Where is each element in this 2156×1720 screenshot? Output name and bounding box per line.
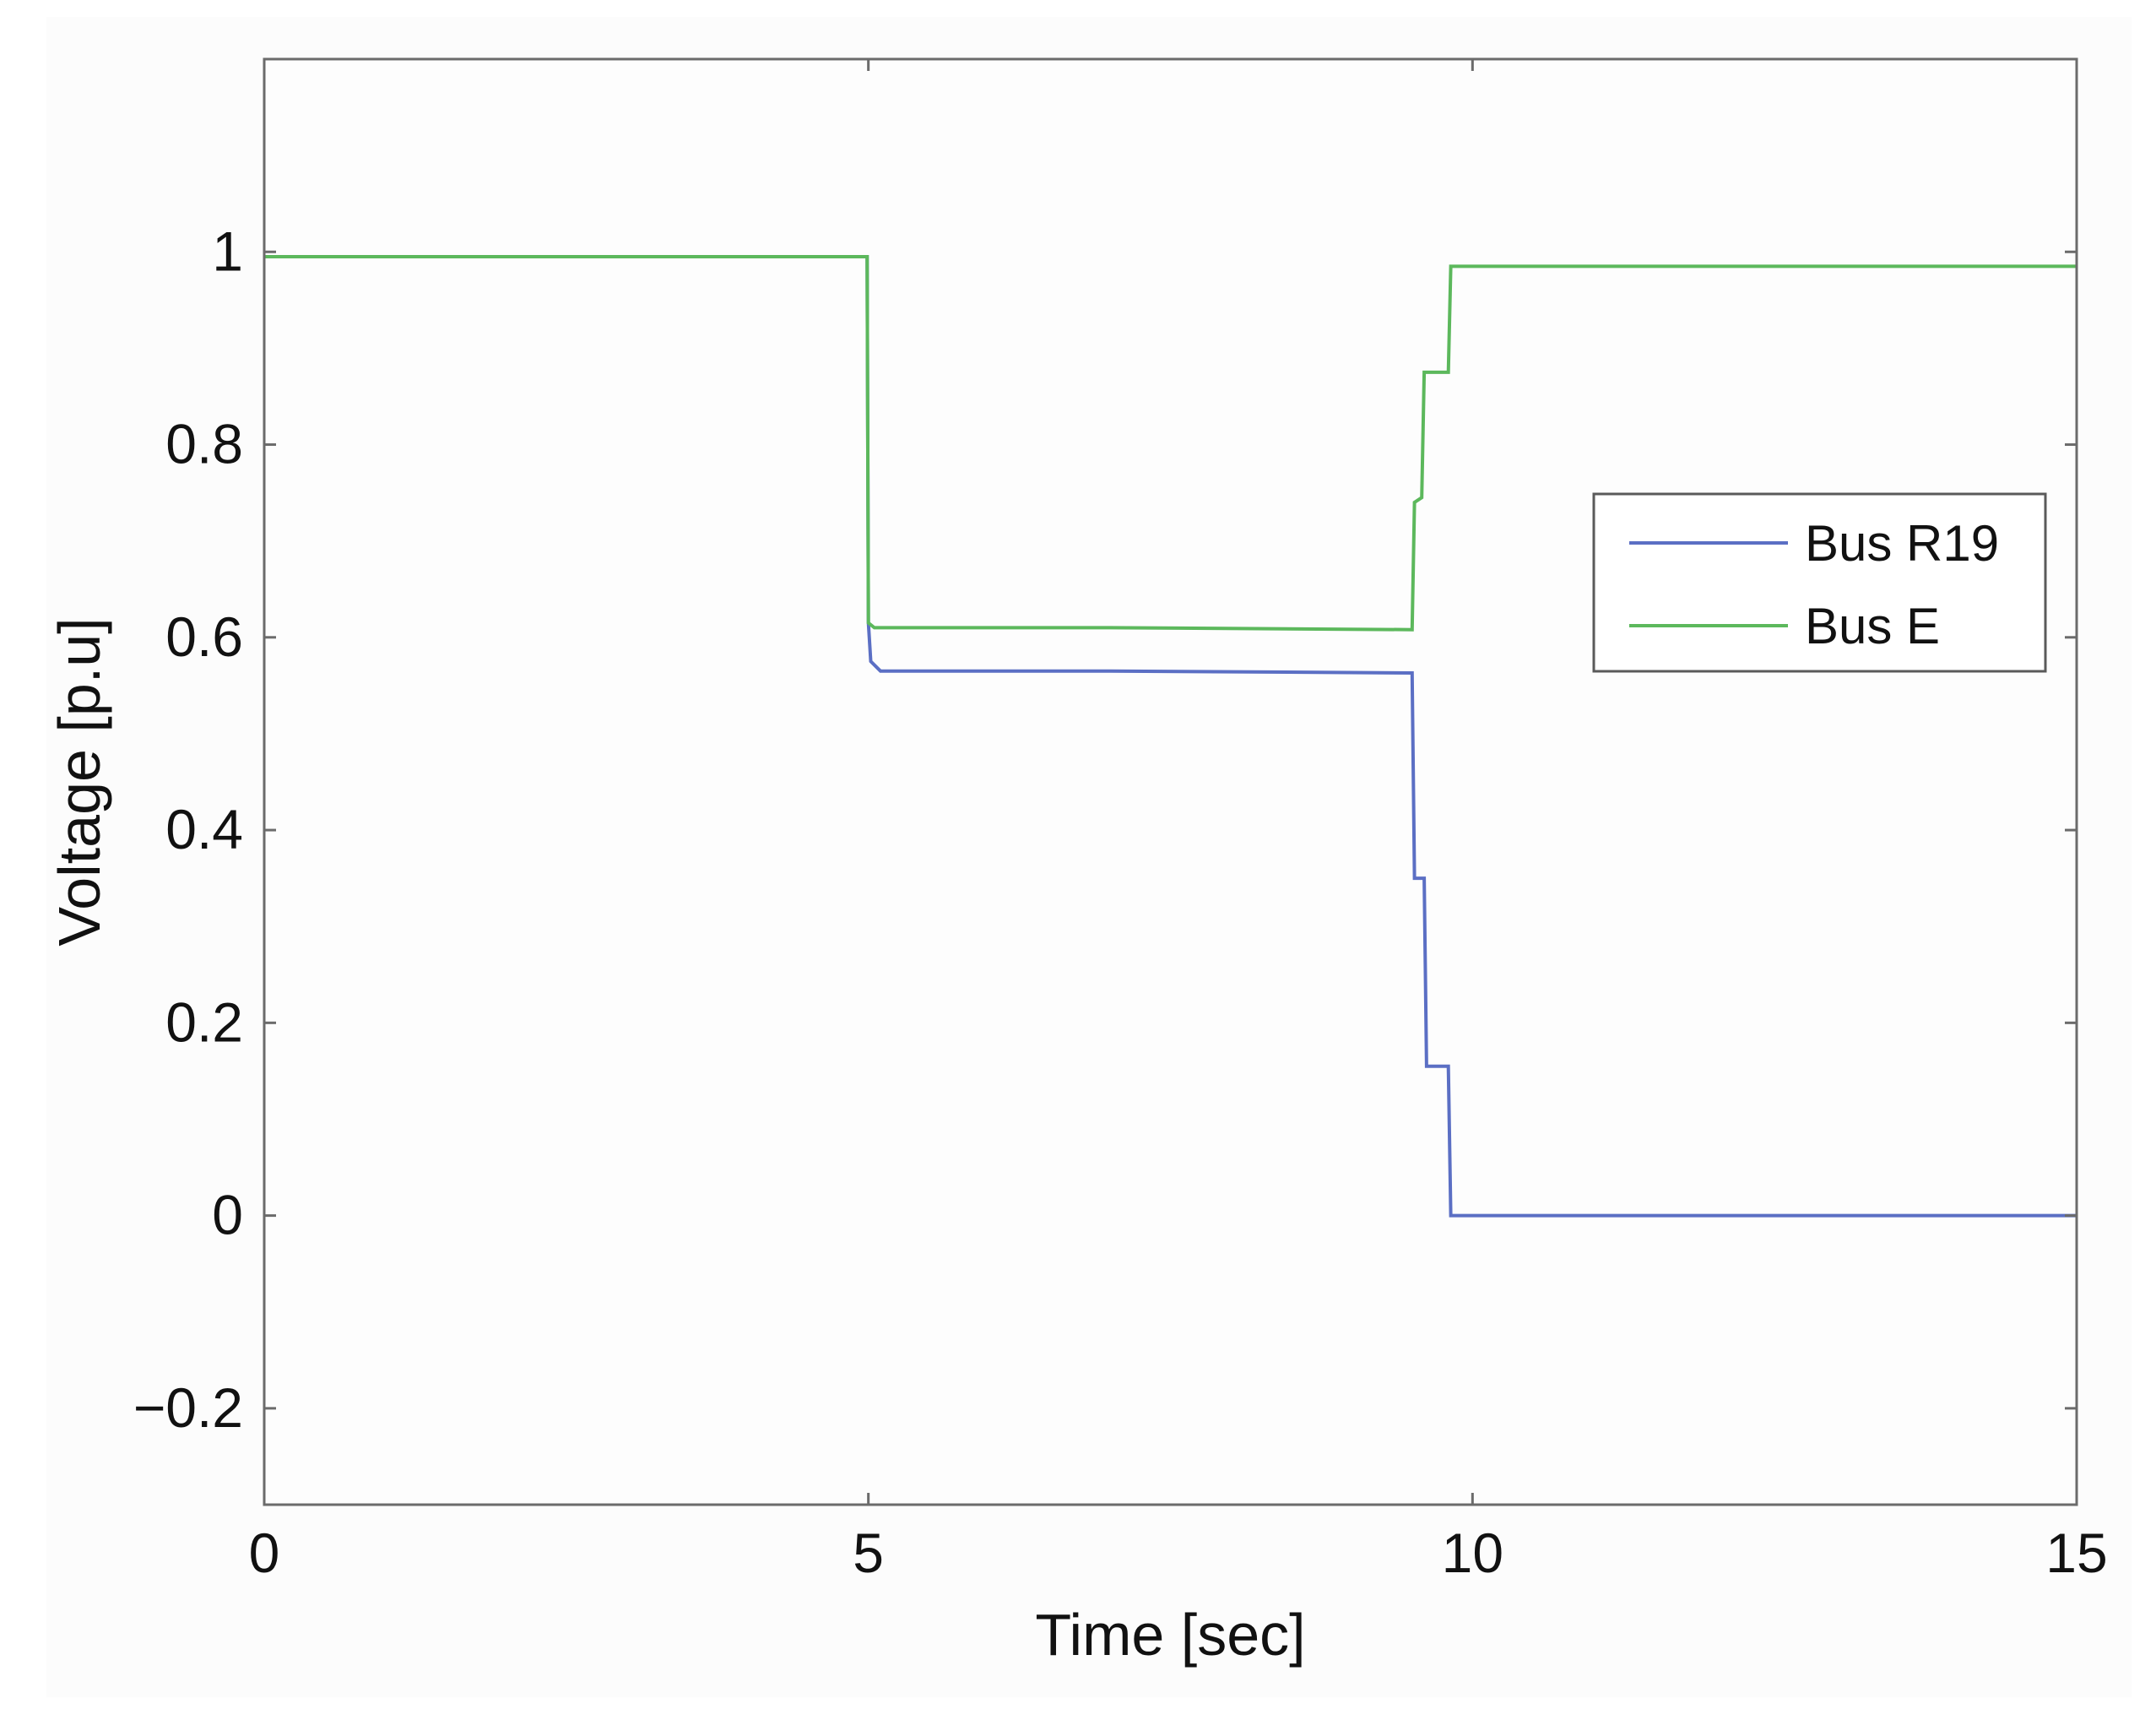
y-tick-label: 0.4 <box>165 798 243 860</box>
plot-background <box>264 59 2077 1505</box>
y-tick-label: 0.6 <box>165 605 243 668</box>
y-tick-label: −0.2 <box>133 1376 243 1439</box>
y-tick-label: 0.2 <box>165 990 243 1053</box>
series-line-2 <box>264 255 2077 632</box>
x-tick-label: 5 <box>853 1522 884 1584</box>
x-tick-label: 0 <box>249 1522 280 1584</box>
axes-box <box>263 57 2078 1506</box>
y-tick-label: 1 <box>212 220 243 282</box>
legend-box <box>1592 492 2047 673</box>
legend-label-2: Bus E <box>1805 598 1940 654</box>
legend-label-1: Bus R19 <box>1805 515 1999 572</box>
y-axis-title: Voltage [p.u] <box>46 617 112 946</box>
legend: Bus R19 Bus E <box>1592 492 2047 673</box>
ticks-layer: 0 5 10 15 −0.2 0 0.2 0.4 0.6 0.8 1 <box>133 59 2108 1584</box>
plot-area <box>264 59 2077 1505</box>
y-tick-label: 0 <box>212 1184 243 1246</box>
axes-layer <box>263 57 2078 1506</box>
x-tick-label: 15 <box>2045 1522 2107 1584</box>
series-layer <box>264 255 2077 1218</box>
x-axis-title: Time [sec] <box>1035 1602 1305 1668</box>
y-tick-label: 0.8 <box>165 413 243 475</box>
x-tick-label: 10 <box>1442 1522 1503 1584</box>
